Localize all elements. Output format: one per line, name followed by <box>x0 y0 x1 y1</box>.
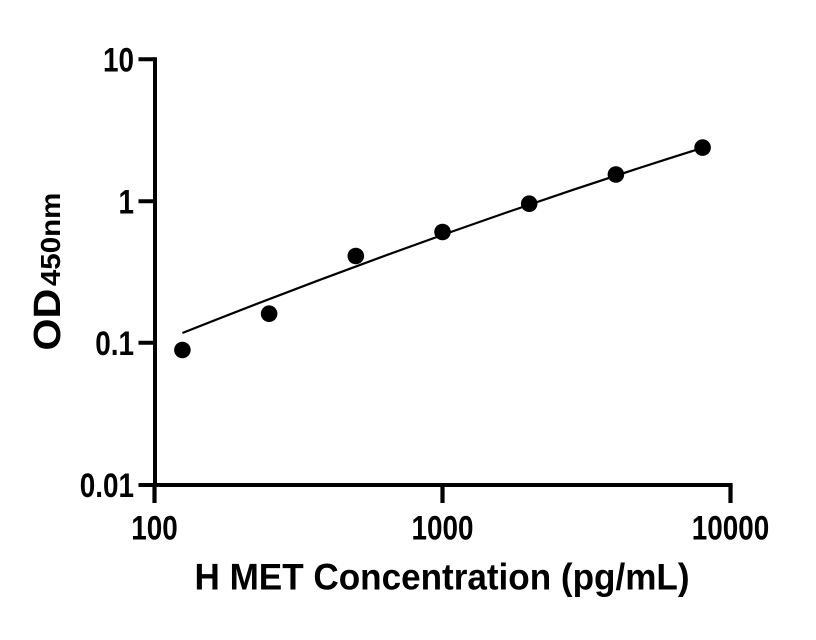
svg-text:10: 10 <box>103 41 134 79</box>
svg-text:450nm: 450nm <box>35 193 66 287</box>
svg-text:10000: 10000 <box>692 509 770 547</box>
svg-text:0.1: 0.1 <box>95 325 134 363</box>
svg-text:1: 1 <box>119 183 135 221</box>
svg-text:H MET Concentration (pg/mL): H MET Concentration (pg/mL) <box>195 556 690 598</box>
svg-text:OD: OD <box>27 289 69 351</box>
svg-text:0.01: 0.01 <box>80 467 134 505</box>
svg-text:1000: 1000 <box>412 509 474 547</box>
svg-text:100: 100 <box>131 509 178 547</box>
